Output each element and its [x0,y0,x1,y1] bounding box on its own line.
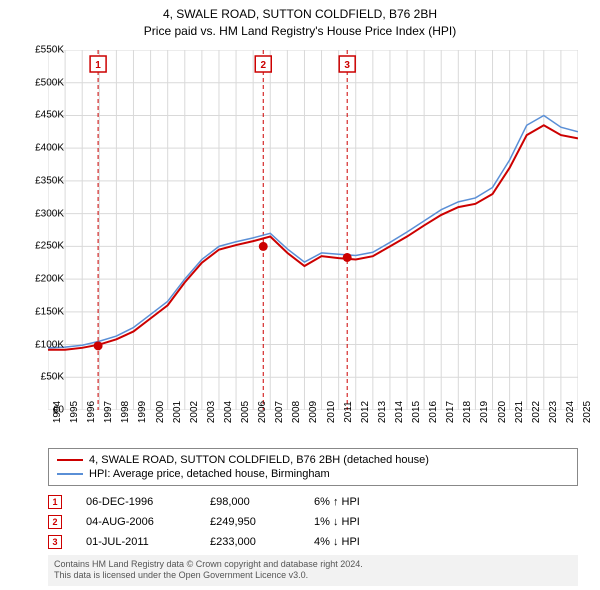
y-tick-label: £150K [35,306,64,317]
x-tick-label: 2008 [291,401,302,423]
x-tick-label: 1999 [137,401,148,423]
y-tick-label: £350K [35,175,64,186]
y-tick-label: £50K [41,372,64,383]
x-tick-label: 2018 [462,401,473,423]
x-tick-label: 2006 [257,401,268,423]
x-tick-label: 2011 [343,401,354,423]
y-tick-label: £300K [35,208,64,219]
legend-row: HPI: Average price, detached house, Birm… [57,467,569,481]
x-tick-label: 2025 [582,401,593,423]
x-tick-label: 2021 [514,401,525,423]
chart-svg: 1 2 3 [48,50,578,410]
event-delta: 1% ↓ HPI [314,516,404,528]
legend-label: HPI: Average price, detached house, Birm… [89,468,330,480]
y-tick-label: £500K [35,77,64,88]
event-date: 01-JUL-2011 [86,536,186,548]
x-tick-label: 2019 [479,401,490,423]
y-tick-label: £400K [35,143,64,154]
event-price: £249,950 [210,516,290,528]
page: 4, SWALE ROAD, SUTTON COLDFIELD, B76 2BH… [0,0,600,590]
x-tick-label: 1994 [52,401,63,423]
legend-swatch [57,473,83,475]
x-tick-label: 2001 [172,401,183,423]
event-price: £233,000 [210,536,290,548]
event-delta: 4% ↓ HPI [314,536,404,548]
x-tick-label: 2002 [189,401,200,423]
x-tick-label: 1995 [69,401,80,423]
x-tick-label: 2003 [206,401,217,423]
legend-label: 4, SWALE ROAD, SUTTON COLDFIELD, B76 2BH… [89,454,429,466]
event-marker-1: 1 [48,495,62,509]
x-tick-label: 2015 [411,401,422,423]
legend-row: 4, SWALE ROAD, SUTTON COLDFIELD, B76 2BH… [57,453,569,467]
x-tick-label: 1998 [120,401,131,423]
svg-text:3: 3 [344,60,350,71]
title-subtitle: Price paid vs. HM Land Registry's House … [0,23,600,40]
x-tick-label: 2004 [223,401,234,423]
x-tick-label: 2012 [360,401,371,423]
x-tick-label: 2023 [548,401,559,423]
event-row: 1 06-DEC-1996 £98,000 6% ↑ HPI [48,492,404,512]
chart: 1 2 3 [48,50,578,410]
x-tick-label: 2017 [445,401,456,423]
y-tick-label: £250K [35,241,64,252]
x-tick-label: 2014 [394,401,405,423]
x-tick-label: 2016 [428,401,439,423]
footer-line-2: This data is licensed under the Open Gov… [54,570,572,582]
svg-text:2: 2 [260,60,266,71]
y-tick-label: £100K [35,339,64,350]
legend: 4, SWALE ROAD, SUTTON COLDFIELD, B76 2BH… [48,448,578,486]
x-tick-label: 2024 [565,401,576,423]
event-date: 04-AUG-2006 [86,516,186,528]
event-delta: 6% ↑ HPI [314,496,404,508]
event-marker-3: 3 [48,535,62,549]
x-tick-label: 2010 [326,401,337,423]
event-row: 3 01-JUL-2011 £233,000 4% ↓ HPI [48,532,404,552]
svg-text:1: 1 [95,60,101,71]
x-tick-label: 2020 [497,401,508,423]
x-tick-label: 2005 [240,401,251,423]
event-row: 2 04-AUG-2006 £249,950 1% ↓ HPI [48,512,404,532]
event-marker-2: 2 [48,515,62,529]
x-tick-label: 1996 [86,401,97,423]
events-list: 1 06-DEC-1996 £98,000 6% ↑ HPI 2 04-AUG-… [48,492,404,552]
x-tick-label: 2000 [155,401,166,423]
footer-line-1: Contains HM Land Registry data © Crown c… [54,559,572,571]
y-tick-label: £450K [35,110,64,121]
title-block: 4, SWALE ROAD, SUTTON COLDFIELD, B76 2BH… [0,0,600,40]
title-address: 4, SWALE ROAD, SUTTON COLDFIELD, B76 2BH [0,6,600,23]
legend-swatch [57,459,83,461]
x-tick-label: 2013 [377,401,388,423]
x-tick-label: 2007 [274,401,285,423]
x-tick-label: 1997 [103,401,114,423]
event-price: £98,000 [210,496,290,508]
event-date: 06-DEC-1996 [86,496,186,508]
x-tick-label: 2022 [531,401,542,423]
footer: Contains HM Land Registry data © Crown c… [48,555,578,586]
x-tick-label: 2009 [308,401,319,423]
y-tick-label: £200K [35,274,64,285]
y-tick-label: £550K [35,45,64,56]
